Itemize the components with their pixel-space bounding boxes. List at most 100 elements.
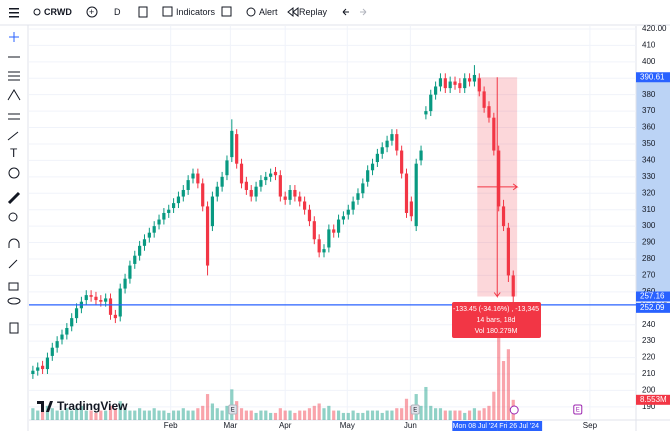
text-tool[interactable]: T: [10, 146, 18, 160]
volume-bar: [259, 410, 263, 420]
volume-bar: [293, 412, 297, 420]
measure-high-label: 390.61: [640, 72, 665, 81]
volume-bar: [332, 410, 336, 420]
candle-body: [205, 206, 210, 266]
volume-bar: [395, 408, 399, 420]
indicators-icon: [162, 6, 173, 17]
volume-bar: [264, 410, 268, 420]
measure-tooltip-line: Vol 180.279M: [475, 328, 518, 335]
y-tick-label: 280: [642, 254, 656, 263]
undo[interactable]: [342, 8, 349, 16]
candle-body: [128, 265, 132, 279]
candle-body: [181, 189, 185, 197]
candle-body: [346, 209, 350, 215]
candle-body: [104, 298, 108, 302]
candle-body: [230, 130, 234, 158]
candle-body: [118, 288, 122, 317]
top-toolbar: CRWD + D Indicators Alert Replay: [0, 0, 670, 26]
interval[interactable]: D: [114, 7, 121, 17]
candle-body: [108, 298, 113, 315]
y-tick-label: 360: [642, 123, 656, 132]
lock[interactable]: [8, 282, 19, 291]
candle-body: [307, 209, 312, 222]
candle-body: [210, 196, 215, 227]
volume-bar: [434, 408, 438, 420]
y-tick-label: 220: [642, 353, 656, 362]
volume-bar: [36, 410, 40, 420]
x-tick-label: Mar: [223, 421, 237, 430]
symbol[interactable]: CRWD: [44, 7, 72, 17]
candle-body: [356, 193, 360, 200]
date-range-label-bg: [497, 421, 543, 431]
zoom[interactable]: [8, 212, 18, 222]
volume-bar: [443, 410, 447, 420]
candle-body: [332, 229, 336, 233]
volume-bar: [70, 410, 74, 420]
volume-bar: [497, 325, 501, 420]
templates[interactable]: [221, 6, 232, 17]
volume-bar: [128, 410, 132, 420]
add-symbol[interactable]: [86, 6, 98, 18]
candle-body: [235, 134, 239, 164]
volume-bar: [123, 408, 127, 420]
candle-body: [113, 314, 117, 319]
y-tick-label: 420.00: [642, 24, 667, 33]
x-tick-label: May: [340, 421, 355, 430]
pattern[interactable]: [7, 89, 21, 101]
volume-bar: [65, 408, 69, 420]
y-tick-label: 260: [642, 287, 656, 296]
indicators[interactable]: Indicators: [176, 7, 216, 17]
candle-body: [84, 295, 88, 301]
volume-bar: [254, 412, 258, 420]
measure-tooltip: [452, 302, 541, 338]
y-tick-label: 230: [642, 336, 656, 345]
redo[interactable]: [360, 8, 367, 16]
candle-body: [147, 232, 151, 238]
candle-body: [317, 239, 321, 253]
volume-bar: [501, 361, 506, 420]
volume-bar: [404, 398, 409, 420]
candle-body: [45, 357, 50, 370]
volume-label-bg: [636, 394, 670, 405]
candle-body: [186, 180, 190, 190]
draw-mode[interactable]: [8, 259, 18, 269]
alert[interactable]: Alert: [259, 7, 278, 17]
volume-bar: [138, 408, 142, 420]
volume-bar: [162, 410, 166, 420]
replay[interactable]: Replay: [299, 7, 328, 17]
candle-body: [467, 78, 472, 82]
magnet[interactable]: [8, 238, 20, 248]
volume-bar: [317, 403, 321, 420]
candle-body: [424, 111, 428, 115]
candle-body: [414, 163, 418, 227]
crosshair[interactable]: [9, 32, 19, 42]
brush[interactable]: [7, 131, 19, 141]
volume-bar: [477, 410, 481, 420]
candle-body: [239, 163, 244, 184]
dividend-marker: [509, 405, 519, 415]
event-label: E: [576, 408, 580, 414]
visibility[interactable]: [7, 297, 21, 305]
measure-tooltip-line: -133.45 (-34.16%) , -13,345: [453, 306, 539, 313]
volume-bar: [239, 408, 244, 420]
candle-body: [375, 153, 379, 163]
trash[interactable]: [9, 322, 19, 334]
candle-body: [303, 201, 307, 210]
left-toolbar: T: [7, 25, 29, 431]
forecast[interactable]: [8, 113, 20, 120]
fib[interactable]: [8, 71, 20, 81]
candle-body: [351, 201, 355, 210]
last-price-label-bg: [636, 291, 670, 302]
ruler[interactable]: [7, 191, 21, 205]
candle-body: [458, 83, 462, 89]
volume-bar: [390, 410, 394, 420]
menu-button[interactable]: [9, 8, 19, 18]
search-icon[interactable]: [33, 8, 41, 16]
emoji[interactable]: [8, 167, 20, 179]
alert-icon: [246, 7, 256, 17]
volume-bar: [79, 405, 84, 420]
chart-type[interactable]: [138, 6, 148, 18]
volume-bar: [60, 410, 64, 420]
candle-body: [404, 173, 409, 213]
